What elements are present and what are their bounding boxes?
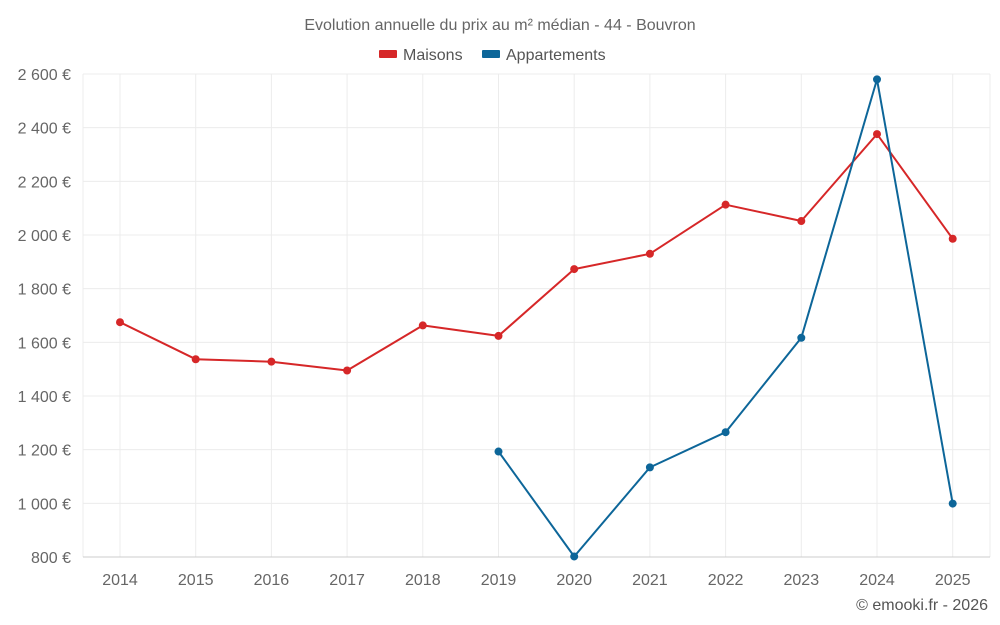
data-point-appartements: [948, 499, 957, 508]
x-tick-label: 2022: [708, 572, 744, 589]
y-gridlines: [83, 73, 990, 504]
series-lines: [119, 78, 954, 558]
x-tick-label: 2014: [102, 572, 138, 589]
x-axis-tick-labels: 2014 2015 2016 2017 2018 2019 2020 2021 2022 2023…: [102, 572, 970, 589]
x-gridlines: [82, 74, 991, 557]
y-tick-label: 1 200 €: [18, 443, 71, 460]
x-tick-label: 2023: [784, 572, 820, 589]
x-tick-label: 2021: [632, 572, 668, 589]
x-tick-label: 2025: [935, 572, 971, 589]
x-tick-label: 2024: [859, 572, 895, 589]
data-point-maisons: [570, 265, 579, 274]
x-tick-label: 2017: [329, 572, 365, 589]
y-tick-label: 2 400 €: [18, 121, 71, 138]
series-points: [116, 75, 957, 561]
data-point-maisons: [343, 366, 352, 375]
y-tick-label: 2 200 €: [18, 174, 71, 191]
x-tick-label: 2016: [254, 572, 290, 589]
data-point-appartements: [797, 333, 806, 342]
y-axis-tick-labels: 800 € 1 000 € 1 200 € 1 400 € 1 600 € 1 800 €…: [18, 67, 71, 567]
data-point-maisons: [948, 234, 957, 243]
data-point-appartements: [494, 447, 503, 456]
x-tick-label: 2020: [556, 572, 592, 589]
x-tick-label: 2015: [178, 572, 214, 589]
data-point-appartements: [721, 428, 730, 437]
series-line-maisons: [119, 133, 954, 372]
data-point-maisons: [267, 357, 276, 366]
data-point-maisons: [191, 355, 200, 364]
data-point-maisons: [418, 321, 427, 330]
legend-label-appartements[interactable]: Appartements: [506, 47, 606, 64]
x-tick-label: 2018: [405, 572, 441, 589]
x-tick-label: 2019: [481, 572, 517, 589]
y-tick-label: 2 600 €: [18, 67, 71, 84]
data-point-maisons: [797, 217, 806, 226]
y-tick-label: 2 000 €: [18, 228, 71, 245]
data-point-appartements: [873, 75, 881, 84]
y-tick-label: 1 000 €: [18, 496, 71, 513]
chart-title: Evolution annuelle du prix au m² médian …: [304, 17, 695, 34]
legend-swatch-maisons[interactable]: [379, 50, 397, 58]
data-point-maisons: [873, 130, 881, 139]
credit-text: © emooki.fr - 2026: [856, 597, 988, 614]
legend-swatch-appartements[interactable]: [482, 50, 500, 58]
y-tick-label: 800 €: [31, 550, 71, 567]
y-tick-label: 1 600 €: [18, 335, 71, 352]
data-point-maisons: [116, 318, 124, 327]
data-point-maisons: [721, 200, 730, 209]
data-point-maisons: [494, 331, 503, 340]
y-tick-label: 1 800 €: [18, 282, 71, 299]
data-point-appartements: [570, 552, 579, 561]
data-point-maisons: [645, 249, 654, 258]
legend: Maisons Appartements: [379, 47, 606, 64]
data-point-appartements: [645, 463, 654, 472]
legend-label-maisons[interactable]: Maisons: [403, 47, 463, 64]
y-tick-label: 1 400 €: [18, 389, 71, 406]
